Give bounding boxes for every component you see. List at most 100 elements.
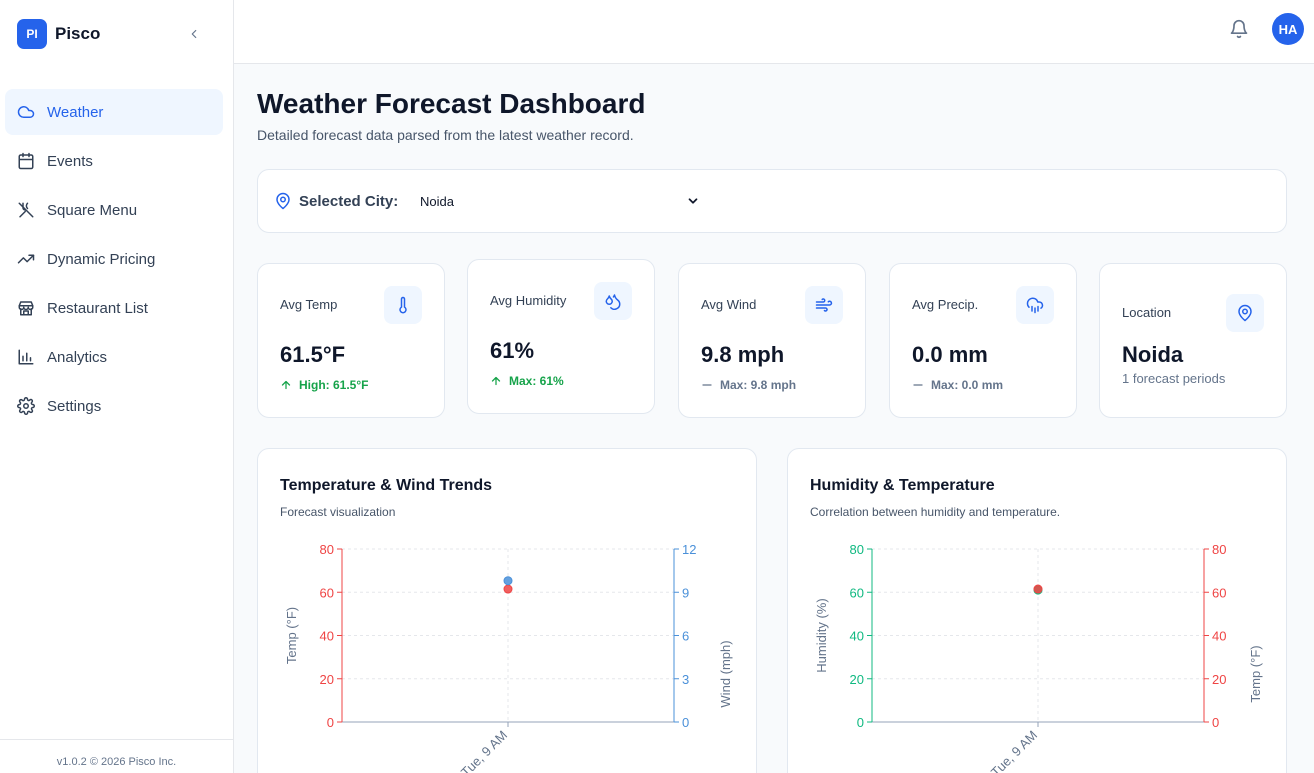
x-tick-label: Tue, 9 AM [988,728,1040,773]
notifications-button[interactable] [1229,19,1249,39]
stat-sub-text: High: 61.5°F [299,378,369,392]
stat-sub: High: 61.5°F [280,378,368,392]
y-tick-label-right: 0 [682,715,689,730]
data-point [503,576,513,586]
stat-value: 0.0 mm [912,342,988,367]
y-tick-label-right: 12 [682,542,696,557]
chart-title: Humidity & Temperature [810,477,995,494]
sidebar: PI Pisco Weather Events Square Menu [0,0,234,773]
y-tick-label-right: 20 [1212,672,1226,687]
map-pin-icon [276,192,290,210]
data-point [1033,584,1043,594]
y-tick-label-right: 3 [682,672,689,687]
y-tick-label-right: 80 [1212,542,1226,557]
stat-sub: Max: 9.8 mph [701,378,796,392]
chart-subtitle: Forecast visualization [280,505,396,519]
sidebar-item-dynamic-pricing[interactable]: Dynamic Pricing [5,236,223,282]
sidebar-item-weather[interactable]: Weather [5,89,223,135]
calendar-icon [17,152,35,170]
stat-card-avg-precip: Avg Precip. 0.0 mm Max: 0.0 mm [889,263,1077,418]
stat-sub: Max: 61% [490,374,564,388]
minus-icon [912,379,924,391]
brand[interactable]: PI Pisco [17,19,100,49]
stat-label: Avg Wind [701,297,757,312]
y-tick-label-left: 40 [320,629,334,644]
sidebar-nav: Weather Events Square Menu Dynamic Prici… [5,89,223,432]
sidebar-item-restaurant-list[interactable]: Restaurant List [5,285,223,331]
sidebar-item-events[interactable]: Events [5,138,223,184]
chevron-down-icon [688,198,698,204]
collapse-sidebar-button[interactable] [184,24,204,44]
sidebar-item-settings[interactable]: Settings [5,383,223,429]
minus-icon [701,379,713,391]
x-tick-label: Tue, 9 AM [458,728,510,773]
city-selector-card: Selected City: Noida [257,169,1287,233]
stat-sub-text: Max: 61% [509,374,564,388]
stat-card-avg-humidity: Avg Humidity 61% Max: 61% [467,259,655,414]
stat-card-location: Location Noida 1 forecast periods [1099,263,1287,418]
stat-label: Location [1122,305,1172,320]
stat-label: Avg Precip. [912,297,979,312]
version-footer: v1.0.2 © 2026 Pisco Inc. [0,739,233,773]
y-tick-label-left: 0 [857,715,864,730]
stat-value: 61.5°F [280,342,346,367]
stat-value: 61% [490,338,535,363]
stat-value: 9.8 mph [701,342,785,367]
chart-subtitle: Correlation between humidity and tempera… [810,505,1061,519]
stat-card-avg-temp: Avg Temp 61.5°F High: 61.5°F [257,263,445,418]
arrow-up-icon [280,379,292,391]
stat-value: Noida [1122,342,1184,367]
stat-sub-text: 1 forecast periods [1122,371,1226,386]
y-tick-label-right: 60 [1212,585,1226,600]
user-avatar[interactable]: HA [1272,13,1304,45]
y-tick-label-right: 9 [682,585,689,600]
sidebar-item-analytics[interactable]: Analytics [5,334,223,380]
store-icon [17,299,35,317]
y-tick-label-right: 40 [1212,629,1226,644]
wind-icon [805,286,843,324]
y-axis-label-left: Humidity (%) [814,598,829,672]
y-axis-label-right: Wind (mph) [718,640,733,707]
droplets-icon [594,282,632,320]
city-label: Selected City: [299,193,399,210]
sidebar-item-label: Analytics [47,348,108,366]
map-pin-icon [1226,294,1264,332]
city-select[interactable]: Noida [410,185,706,217]
stat-label: Avg Humidity [490,293,567,308]
y-tick-label-left: 60 [850,585,864,600]
sidebar-item-square-menu[interactable]: Square Menu [5,187,223,233]
stat-label: Avg Temp [280,297,338,312]
chart-card-temp-wind: Temperature & Wind Trends Forecast visua… [257,448,757,773]
y-tick-label-left: 0 [327,715,334,730]
arrow-up-icon [490,375,502,387]
stat-card-avg-wind: Avg Wind 9.8 mph Max: 9.8 mph [678,263,866,418]
y-axis-label-left: Temp (°F) [284,607,299,664]
utensils-icon [17,201,35,219]
y-tick-label-right: 0 [1212,715,1219,730]
humidity-temp-chart: 0 20 40 60 80 0 20 40 60 80 Tue, 9 AM Humidity (%) T… [814,542,1263,773]
y-tick-label-left: 80 [320,542,334,557]
y-tick-label-left: 60 [320,585,334,600]
city-select-value: Noida [420,193,454,209]
stat-sub: Max: 0.0 mm [912,378,1003,392]
sidebar-item-label: Events [47,152,93,170]
brand-logo: PI [17,19,47,49]
temp-wind-chart: 0 20 40 60 80 0 3 6 9 12 Tue, 9 AM Temp (°F) Wind (m… [284,542,733,773]
page-title: Weather Forecast Dashboard [257,88,646,119]
brand-name: Pisco [55,24,101,43]
y-axis-label-right: Temp (°F) [1248,645,1263,702]
sidebar-item-label: Weather [47,103,104,121]
y-tick-label-left: 40 [850,629,864,644]
stat-sub-text: Max: 9.8 mph [720,378,797,392]
sidebar-item-label: Settings [47,397,102,415]
bar-chart-icon [17,348,35,366]
data-point [503,584,513,594]
cloud-rain-icon [1016,286,1054,324]
bell-icon [1230,19,1248,39]
cloud-icon [17,103,35,121]
page-subtitle: Detailed forecast data parsed from the l… [257,127,634,143]
topbar: HA [234,0,1314,64]
trending-up-icon [17,250,35,268]
sidebar-item-label: Dynamic Pricing [47,250,156,268]
chart-title: Temperature & Wind Trends [280,477,493,494]
